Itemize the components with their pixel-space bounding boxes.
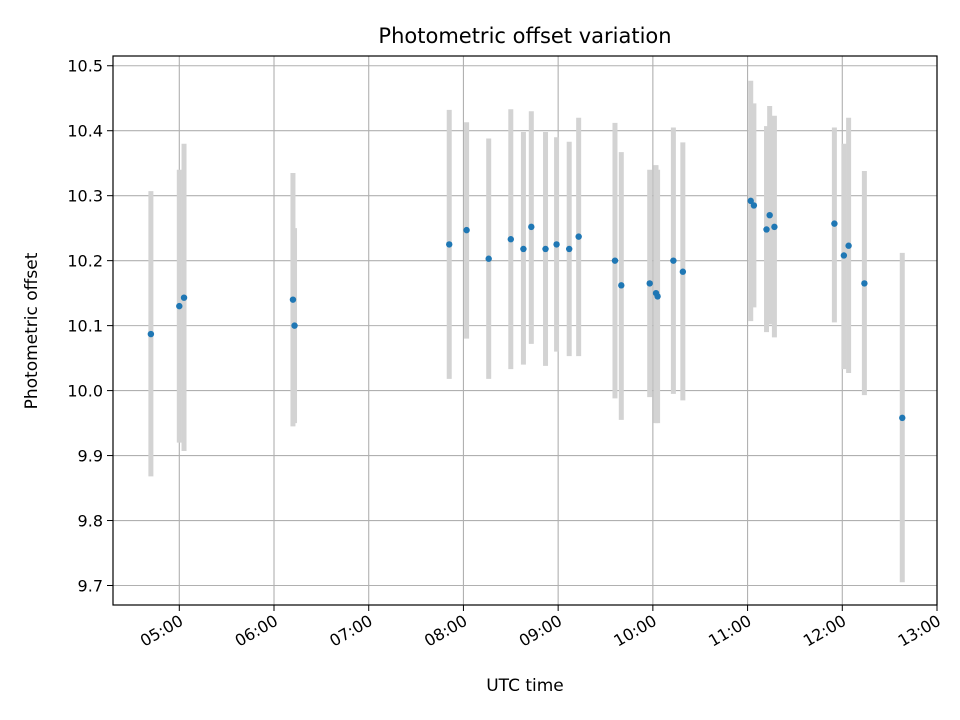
- y-tick-label: 10.1: [67, 317, 103, 336]
- y-axis-title: Photometric offset: [22, 252, 42, 409]
- data-point: [463, 226, 470, 234]
- data-point: [845, 242, 852, 249]
- data-point: [670, 257, 677, 264]
- data-point: [899, 414, 906, 422]
- data-point: [575, 233, 582, 240]
- data-point: [750, 202, 758, 209]
- data-point: [520, 245, 527, 253]
- y-tick-label: 10.2: [67, 252, 103, 271]
- y-tick-label: 10.5: [67, 57, 103, 76]
- x-axis-title: UTC time: [486, 676, 564, 696]
- data-point: [611, 257, 619, 264]
- data-point: [180, 294, 188, 301]
- data-point: [766, 211, 773, 219]
- data-point: [747, 197, 754, 205]
- data-point: [446, 241, 453, 248]
- y-tick-label: 9.9: [78, 447, 103, 466]
- y-tick-label: 10.4: [67, 122, 103, 141]
- data-point: [289, 296, 297, 303]
- data-point: [485, 255, 492, 262]
- plot-frame: [112, 55, 938, 606]
- data-point: [147, 330, 155, 338]
- y-tick-label: 10.0: [67, 382, 103, 401]
- data-point: [646, 280, 653, 287]
- y-tick-label: 9.8: [78, 512, 103, 531]
- data-point: [528, 223, 535, 231]
- data-point: [861, 280, 868, 287]
- data-point: [763, 226, 770, 233]
- y-tick-label: 9.7: [78, 577, 103, 596]
- data-point: [679, 268, 687, 275]
- data-points: [147, 197, 906, 422]
- y-tick-label: 10.3: [67, 187, 103, 206]
- data-point: [553, 241, 560, 248]
- data-point: [291, 322, 298, 329]
- data-point: [840, 252, 848, 259]
- data-point: [542, 245, 549, 253]
- data-point: [565, 245, 573, 253]
- y-axis: 9.7 9.8 9.9 10.0 10.1 10.2 10.3 10.4 10.5: [67, 57, 113, 596]
- chart-title: Photometric offset variation: [378, 24, 671, 48]
- data-point: [654, 293, 661, 300]
- data-point: [176, 302, 183, 310]
- data-point: [831, 220, 838, 227]
- data-point: [618, 282, 625, 289]
- data-point: [771, 223, 778, 231]
- data-point: [507, 236, 514, 243]
